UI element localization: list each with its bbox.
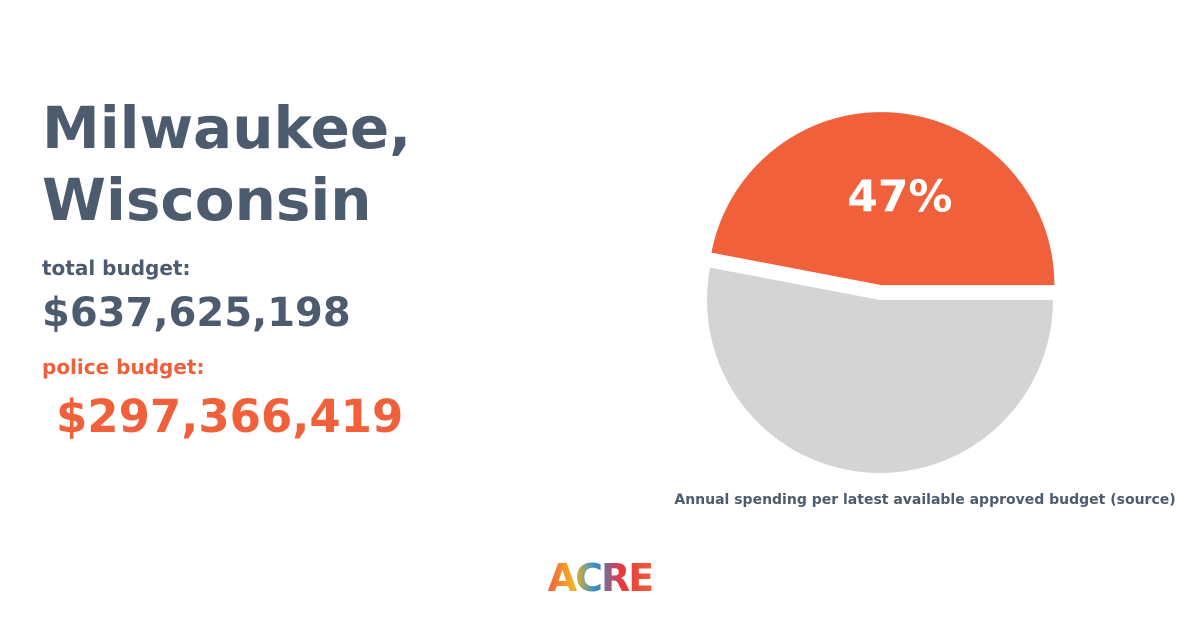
slice-label: 47%: [847, 172, 952, 223]
pie-chart: 47%: [707, 112, 1055, 473]
pie-slice: [711, 112, 1055, 286]
total-value: $637,625,198: [42, 290, 351, 336]
police-value: $297,366,419: [56, 390, 403, 443]
pie-slice: [707, 267, 1053, 473]
title: Milwaukee,: [42, 94, 411, 162]
logo: ACRE: [548, 556, 653, 600]
total-label: total budget:: [42, 256, 191, 280]
police-label: police budget:: [42, 355, 204, 379]
title: Wisconsin: [42, 166, 372, 234]
caption: Annual spending per latest available app…: [674, 492, 1175, 508]
